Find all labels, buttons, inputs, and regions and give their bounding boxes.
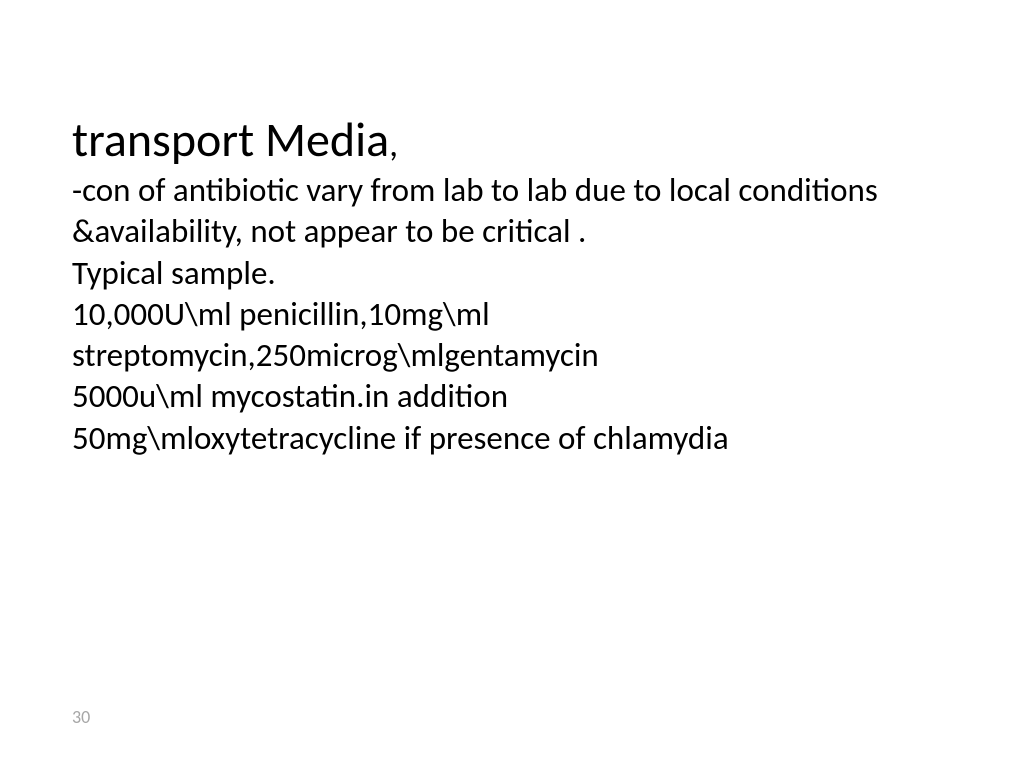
- body-line-1: Typical sample.: [72, 253, 276, 293]
- body-line-0: -con of antibiotic vary from lab to lab …: [72, 170, 878, 251]
- slide: transport Media, -con of antibiotic vary…: [0, 0, 1024, 768]
- title-comma: ,: [389, 122, 398, 166]
- page-number: 30: [72, 706, 90, 728]
- body-line-4: 50mg\mloxytetracycline if presence of ch…: [72, 418, 729, 458]
- slide-content: transport Media, -con of antibiotic vary…: [72, 110, 952, 459]
- slide-body: -con of antibiotic vary from lab to lab …: [72, 170, 952, 459]
- slide-title: transport Media: [72, 110, 389, 169]
- body-line-2: 10,000U\ml penicillin,10mg\ml streptomyc…: [72, 294, 599, 375]
- body-line-3: 5000u\ml mycostatin.in addition: [72, 376, 508, 416]
